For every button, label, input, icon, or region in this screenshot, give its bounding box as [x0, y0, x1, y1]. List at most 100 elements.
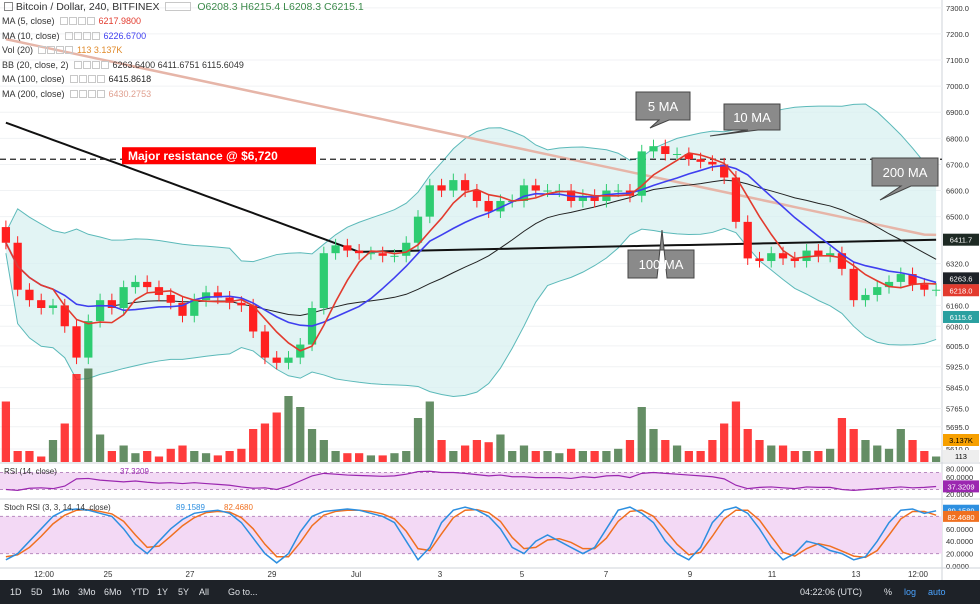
- volume-bar: [60, 423, 69, 462]
- candle-body: [272, 357, 281, 363]
- candle-body: [731, 177, 741, 222]
- indicator-value: 6263.6400 6411.6751 6115.6049: [112, 59, 244, 70]
- indicator-label: MA (5, close): [2, 16, 55, 26]
- range-3mo[interactable]: 3Mo: [78, 587, 96, 597]
- indicator-legend-row[interactable]: MA (200, close) 6430.2753: [2, 89, 151, 99]
- range-1d[interactable]: 1D: [10, 587, 22, 597]
- volume-bar: [755, 440, 764, 462]
- auto-toggle[interactable]: auto: [928, 587, 946, 597]
- indicator-label: MA (100, close): [2, 74, 65, 84]
- stoch-legend-label: Stoch RSI (3, 3, 14, 14, close): [4, 503, 111, 512]
- indicator-settings-icons[interactable]: [59, 16, 95, 26]
- volume-bar: [920, 451, 929, 462]
- candle-body: [708, 161, 717, 165]
- range-5d[interactable]: 5D: [31, 587, 43, 597]
- volume-bar: [107, 451, 116, 462]
- stoch-tick-label: 20.0000: [946, 550, 973, 559]
- candle-body: [143, 281, 152, 288]
- candle-body: [684, 154, 693, 160]
- indicator-settings-icons[interactable]: [69, 89, 105, 99]
- log-toggle[interactable]: log: [904, 587, 917, 597]
- price-tick-label: 5695.0: [946, 423, 969, 432]
- percent-toggle[interactable]: %: [884, 587, 893, 597]
- indicator-legend-row[interactable]: MA (100, close) 6415.8618: [2, 74, 151, 84]
- volume-bar: [425, 401, 434, 462]
- price-tag: 6263.6: [950, 274, 973, 283]
- volume-bar: [861, 440, 870, 462]
- indicator-legend-row[interactable]: BB (20, close, 2) 6263.6400 6411.6751 611…: [2, 60, 244, 70]
- candle-body: [84, 321, 93, 358]
- resistance-label: Major resistance @ $6,720: [128, 149, 278, 163]
- range-1y[interactable]: 1Y: [157, 587, 169, 597]
- candle-body: [519, 185, 529, 201]
- indicator-legend-row[interactable]: Vol (20) 113 3.137K: [2, 45, 122, 55]
- price-tag: 6218.0: [950, 286, 973, 295]
- candle-body: [331, 245, 340, 254]
- rsi-tick-label: 20.0000: [946, 490, 973, 499]
- price-chart[interactable]: 7300.0 7200.0 7100.0 7000.0 6900.0 6800.0 6700…: [0, 0, 980, 580]
- candle-body: [402, 242, 411, 256]
- candle-body: [672, 154, 682, 155]
- candle-body: [131, 281, 140, 288]
- indicator-legend-row[interactable]: MA (10, close) 6226.6700: [2, 31, 146, 41]
- candle-body: [178, 302, 187, 316]
- range-1mo[interactable]: 1Mo: [52, 587, 70, 597]
- stoch-tick-label: 40.0000: [946, 537, 973, 546]
- rsi-value-tag: [943, 480, 979, 493]
- range-5y[interactable]: 5Y: [178, 587, 190, 597]
- range-all[interactable]: All: [199, 587, 210, 597]
- volume-bar: [331, 451, 340, 462]
- time-tick-label: 25: [104, 570, 113, 579]
- volume-bar: [225, 451, 234, 462]
- settings-icons[interactable]: [165, 2, 192, 11]
- indicator-settings-icons[interactable]: [64, 31, 100, 41]
- goto-button[interactable]: Go to...: [228, 587, 258, 597]
- volume-bar: [849, 429, 858, 462]
- price-tag-bg: [943, 233, 979, 246]
- chart-title-row: Bitcoin / Dollar, 240, BITFINEX O6208.3 …: [4, 1, 364, 13]
- range-ytd[interactable]: YTD: [131, 587, 149, 597]
- indicator-value: 6415.8618: [108, 74, 152, 84]
- volume-bar: [296, 407, 305, 462]
- candle-body: [802, 250, 811, 262]
- candle-body: [920, 284, 929, 290]
- indicator-settings-icons[interactable]: [37, 45, 74, 55]
- price-tag: 6411.7: [950, 236, 972, 245]
- candle-body: [95, 300, 105, 322]
- volume-bar: [896, 429, 905, 462]
- volume-bar: [166, 448, 175, 462]
- volume-bar: [249, 429, 258, 462]
- volume-bar: [578, 451, 587, 462]
- indicator-settings-icons[interactable]: [73, 60, 109, 70]
- ma5-annotation-bubble: [635, 91, 691, 129]
- volume-bar: [178, 445, 187, 462]
- volume-bar: [284, 396, 293, 462]
- volume-bar: [496, 434, 505, 462]
- volume-bar: [684, 451, 693, 462]
- price-tick-label: 5845.0: [946, 384, 969, 393]
- stoch-legend-k: 89.1589: [176, 503, 205, 512]
- ma200-annotation-bubble: [871, 157, 939, 201]
- indicator-legend-row[interactable]: MA (5, close) 6217.9800: [2, 16, 141, 26]
- indicator-settings-icons[interactable]: [69, 74, 105, 84]
- candle-body: [661, 146, 670, 154]
- ma5-line: [5, 152, 937, 352]
- volume-bar: [637, 407, 646, 462]
- rsi-line: [5, 470, 937, 491]
- volume-bar: [802, 451, 811, 462]
- volume-bar: [519, 445, 529, 462]
- stoch-d-tag-label: 82.4680: [947, 513, 974, 522]
- volume-bar: [602, 451, 611, 462]
- volume-bar: [508, 451, 517, 462]
- stoch-legend-d: 82.4680: [224, 503, 253, 512]
- candle-body: [778, 253, 788, 259]
- volume-bar: [237, 448, 246, 462]
- candle-body: [343, 245, 352, 251]
- price-tick-label: 6500.0: [946, 213, 969, 222]
- volume-bar: [260, 423, 270, 462]
- volume-bar: [778, 445, 788, 462]
- range-6mo[interactable]: 6Mo: [104, 587, 122, 597]
- candle-body: [873, 287, 882, 295]
- volume-bar: [672, 445, 682, 462]
